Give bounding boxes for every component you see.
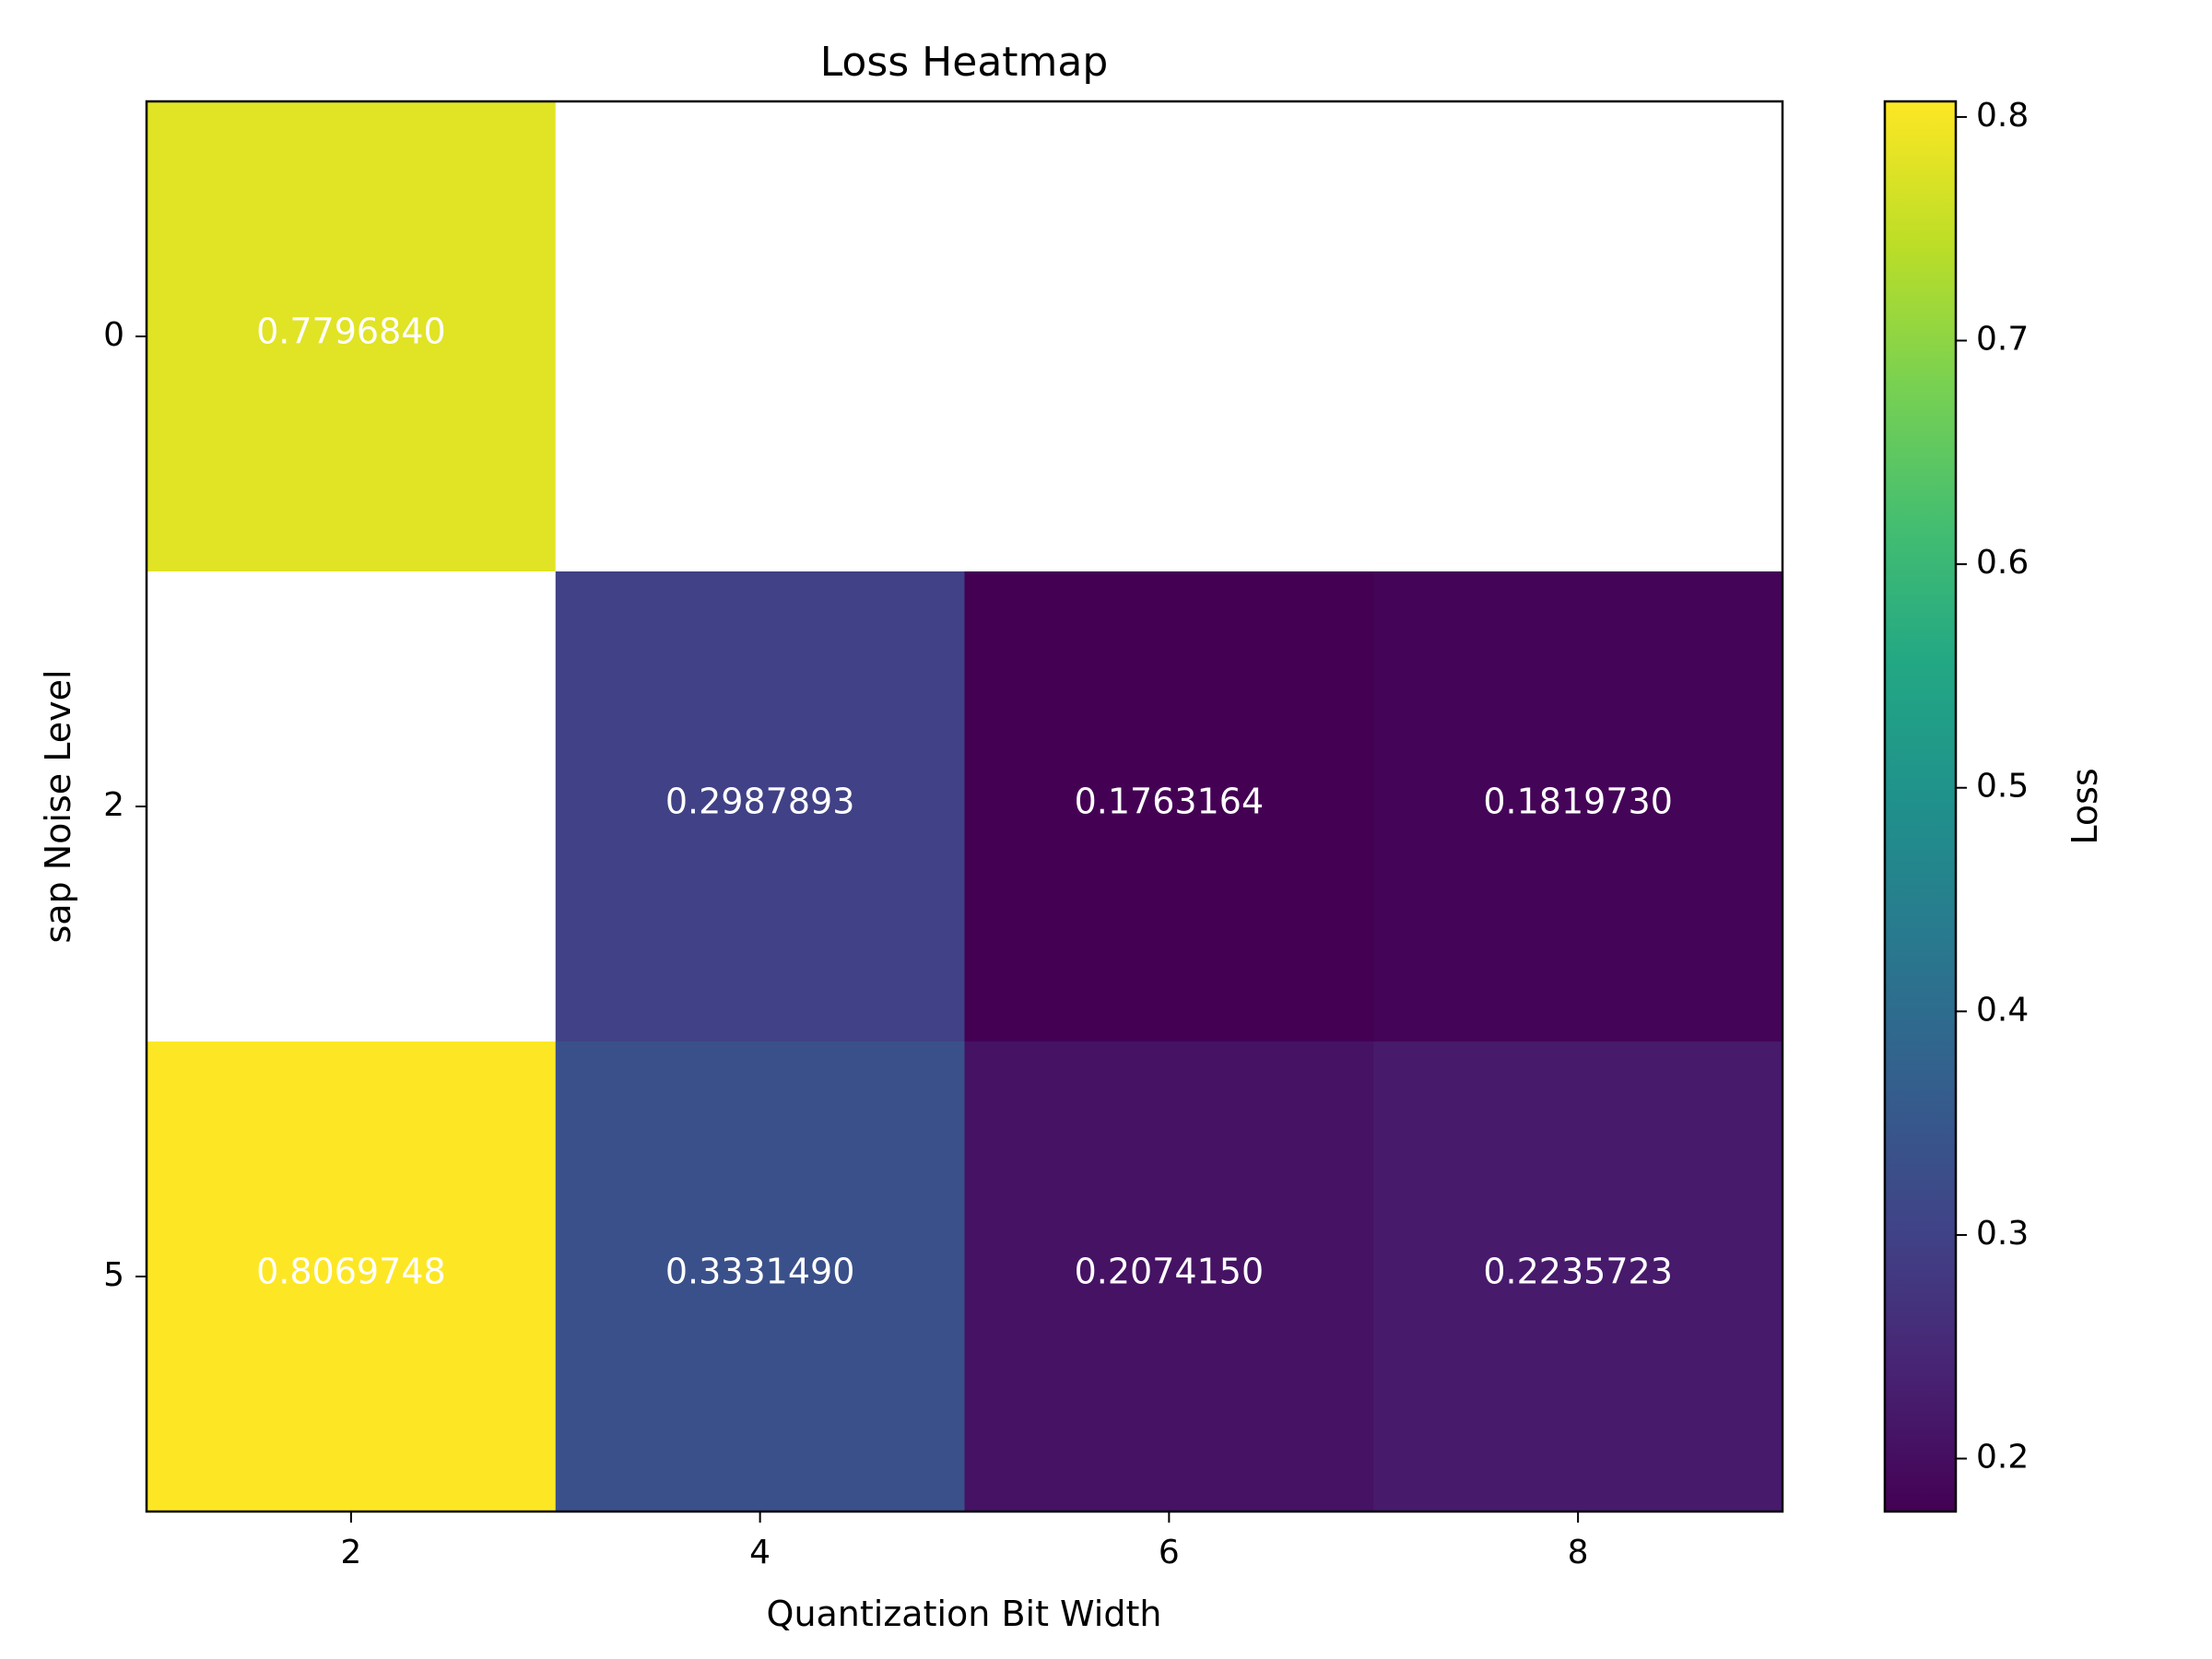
colorbar-tick-label: 0.5 (1976, 768, 2029, 806)
colorbar-tick-label: 0.2 (1976, 1439, 2029, 1477)
y-axis-label: sap Noise Level (38, 669, 78, 943)
heatmap-cell-labels: 0.7796840 0.2987893 0.1763164 0.1819730 0.80… (256, 312, 1673, 1292)
heatmap-cell (1373, 1041, 1783, 1512)
chart-title: Loss Heatmap (820, 39, 1109, 86)
cell-value-label: 0.2987893 (665, 782, 855, 822)
colorbar-tick-label: 0.4 (1976, 991, 2029, 1029)
cell-value-label: 0.7796840 (256, 312, 446, 352)
heatmap-cell (1373, 571, 1783, 1042)
heatmap-cell (147, 571, 557, 1042)
heatmap-cell (147, 1041, 557, 1512)
heatmap-cell (555, 101, 965, 572)
x-tick-label: 6 (1159, 1534, 1180, 1571)
colorbar (1883, 100, 1958, 1513)
colorbar-tick-label: 0.8 (1976, 97, 2029, 135)
colorbar-tick-label: 0.3 (1976, 1215, 2029, 1253)
heatmap-cell (964, 1041, 1374, 1512)
cell-value-label: 0.3331490 (665, 1252, 855, 1292)
y-tick-label: 0 (103, 316, 124, 354)
heatmap-cell (1373, 101, 1783, 572)
x-axis-ticks: 2 4 6 8 (340, 1512, 1589, 1571)
colorbar-tick-label: 0.6 (1976, 544, 2029, 582)
y-axis-ticks: 0 2 5 (103, 316, 147, 1294)
cell-value-label: 0.1819730 (1483, 782, 1673, 822)
heatmap-cells (147, 101, 1783, 1512)
heatmap-cell (555, 571, 965, 1042)
x-tick-label: 2 (340, 1534, 361, 1571)
x-axis-label: Quantization Bit Width (767, 1594, 1162, 1634)
heatmap-cell (964, 101, 1374, 572)
y-tick-label: 5 (103, 1256, 124, 1294)
colorbar-ticks: 0.2 0.3 0.4 0.5 0.6 0.7 0.8 (1956, 97, 2029, 1477)
y-tick-label: 2 (103, 786, 124, 824)
heatmap-cell (147, 101, 557, 572)
colorbar-label: Loss (2065, 768, 2105, 844)
cell-value-label: 0.2235723 (1483, 1252, 1673, 1292)
cell-value-label: 0.1763164 (1075, 782, 1265, 822)
heatmap-cell (964, 571, 1374, 1042)
heatmap-cell (555, 1041, 965, 1512)
cell-value-label: 0.8069748 (256, 1252, 446, 1292)
x-tick-label: 8 (1568, 1534, 1589, 1571)
x-tick-label: 4 (749, 1534, 771, 1571)
colorbar-tick-label: 0.7 (1976, 321, 2029, 359)
cell-value-label: 0.2074150 (1075, 1252, 1265, 1292)
